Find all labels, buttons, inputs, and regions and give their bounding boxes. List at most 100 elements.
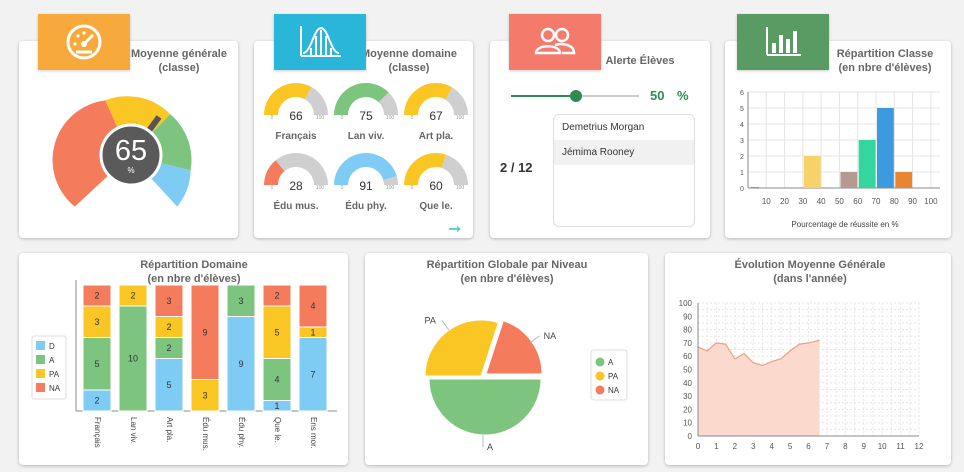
x-tick-label: 12 — [915, 442, 924, 451]
gauge-label: Que le. — [419, 201, 453, 212]
segment-label: 3 — [166, 296, 171, 306]
y-tick-label: 60 — [683, 352, 692, 361]
gauge-svg: 0 100 — [334, 152, 398, 191]
stack-segment — [298, 284, 328, 328]
slider-track-fill — [511, 95, 575, 97]
global-pie-chart: A PA NA A PA NA — [424, 315, 628, 452]
x-tick-label: 8 — [843, 442, 848, 451]
subtitle-text: (en nbre d'élèves) — [147, 273, 241, 285]
series-line — [697, 339, 820, 367]
slider-value: 50 — [650, 88, 665, 103]
legend-swatch — [36, 383, 45, 392]
pie-slice — [485, 320, 543, 375]
segment-label: 3 — [238, 296, 243, 306]
x-tick-label: 2 — [733, 442, 738, 451]
area-fill — [698, 340, 820, 436]
bar-chart-tab — [737, 14, 829, 70]
x-tick-label: 1 — [714, 442, 719, 451]
gauge-min-label: 0 — [411, 115, 414, 121]
bell-curve-tab — [274, 14, 366, 70]
segment-label: 9 — [202, 327, 207, 337]
gauge-label: Édu mus. — [273, 201, 319, 212]
x-tick-label: 3 — [751, 442, 756, 451]
segment-label: 4 — [310, 301, 315, 311]
x-tick-label: 100 — [924, 197, 938, 206]
y-tick-label: 6 — [740, 90, 744, 97]
legend-swatch — [595, 385, 605, 395]
repartition-classe-card: Répartition Classe (en nbre d'élèves) 0 1… — [725, 41, 951, 238]
gauge-value: 28 — [289, 179, 303, 193]
evolution-title: Évolution Moyenne Générale (dans l'année… — [725, 258, 895, 286]
alert-count: 2 / 12 — [500, 160, 533, 175]
segment-label: 1 — [274, 401, 279, 411]
x-tick-label: 11 — [896, 442, 905, 451]
gauge-track — [441, 154, 468, 185]
x-tick-label: 40 — [817, 197, 826, 206]
subtitle-text: (classe) — [158, 62, 200, 74]
stack-segment — [82, 337, 112, 391]
users-icon — [534, 27, 576, 55]
stack-segment — [190, 284, 220, 380]
title-text: Répartition Globale par Niveau — [426, 259, 588, 271]
bar — [840, 172, 858, 188]
segment-label: 7 — [310, 369, 315, 379]
segment-label: 2 — [166, 322, 171, 332]
gauge-label: Édu phy. — [345, 201, 387, 212]
y-tick-label: 50 — [683, 366, 692, 375]
repartition-classe-title: Répartition Classe (en nbre d'élèves) — [830, 47, 940, 75]
student-list[interactable]: Demetrius Morgan Jémima Rooney — [553, 114, 695, 227]
gauge-value: 67 — [429, 109, 443, 123]
slice-leader-line — [441, 320, 450, 331]
x-tick-label: 7 — [825, 442, 830, 451]
gauge-hub — [99, 123, 163, 187]
gauge-min-label: 0 — [271, 115, 274, 121]
segment-label: 5 — [94, 359, 99, 369]
gauge-svg: 0 100 — [404, 83, 468, 121]
segment-label: 2 — [94, 396, 99, 406]
student-item[interactable]: Demetrius Morgan — [554, 115, 694, 140]
gauge-fill — [334, 152, 397, 185]
stack-segment — [118, 305, 148, 412]
y-tick-label: 70 — [683, 339, 692, 348]
gauge-svg: 0 100 — [404, 153, 468, 191]
repartition-domaine-title: Répartition Domaine (en nbre d'élèves) — [114, 258, 274, 286]
student-item[interactable]: Jémima Rooney — [554, 140, 694, 165]
gauge-value: 75 — [359, 109, 373, 123]
gauge-max-label: 100 — [316, 115, 325, 121]
repartition-globale-title: Répartition Globale par Niveau (en nbre … — [407, 258, 607, 286]
threshold-slider[interactable] — [511, 90, 639, 102]
legend-swatch — [36, 341, 45, 350]
gauge-fill — [404, 153, 446, 185]
legend-label: A — [49, 356, 55, 365]
x-tick-label: 30 — [798, 197, 807, 206]
stack-segment — [82, 284, 112, 307]
general-gauge — [52, 96, 192, 207]
users-tab — [509, 14, 601, 70]
gauge-svg: 0 100 — [334, 83, 398, 121]
gauge-track — [275, 153, 328, 185]
repartition-domaine-card: Répartition Domaine (en nbre d'élèves) 2… — [19, 253, 348, 465]
title-text: Répartition Classe — [836, 48, 934, 60]
y-tick-label: 10 — [683, 419, 692, 428]
arrow-right-icon[interactable]: ➞ — [448, 221, 462, 238]
subtitle-text: (en nbre d'élèves) — [838, 62, 932, 74]
segment-label: 3 — [202, 390, 207, 400]
gauge-max-label: 100 — [316, 185, 325, 191]
gauge-min-label: 0 — [271, 185, 274, 191]
y-tick-label: 100 — [679, 299, 693, 308]
y-tick-label: 80 — [683, 326, 692, 335]
bar-chart-icon — [766, 27, 801, 56]
gauge-fill — [404, 83, 453, 115]
pie-slice — [428, 378, 542, 436]
gauge-svg: 0 100 — [264, 82, 328, 121]
slider-handle[interactable] — [570, 90, 582, 102]
bar — [803, 156, 821, 188]
slice-label: PA — [425, 315, 436, 325]
title-text: Moyenne domaine — [361, 48, 457, 60]
legend-label: PA — [49, 370, 60, 379]
slice-label: NA — [544, 331, 557, 341]
gauge-min-label: 0 — [341, 115, 344, 121]
general-unit: % — [127, 166, 135, 175]
x-tick-label: 50 — [835, 197, 844, 206]
repartition-globale-card: Répartition Globale par Niveau (en nbre … — [365, 253, 648, 465]
